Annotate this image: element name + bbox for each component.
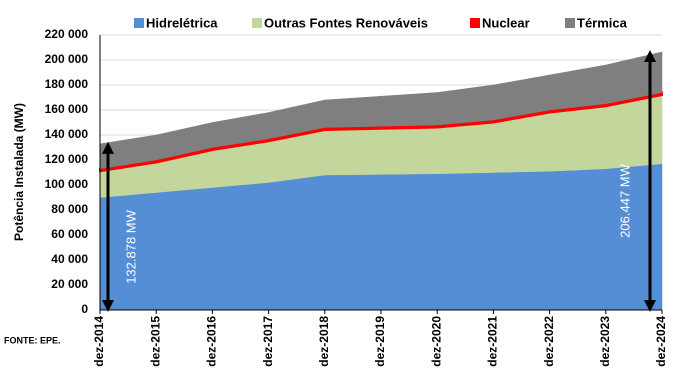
x-tick-label: dez-2024 [654, 316, 668, 367]
y-axis-label: Potência Instalada (MW) [12, 103, 26, 241]
source-note: FONTE: EPE. [4, 335, 61, 345]
x-tick-label: dez-2014 [92, 316, 106, 367]
legend-label: Hidrelétrica [146, 15, 218, 30]
x-tick-label: dez-2019 [373, 316, 387, 367]
x-tick-label: dez-2016 [205, 316, 219, 367]
x-tick-label: dez-2023 [598, 316, 612, 367]
y-tick-label: 0 [81, 302, 88, 316]
legend-label: Térmica [577, 15, 628, 30]
y-tick-label: 40 000 [51, 252, 88, 266]
y-tick-label: 160 000 [45, 102, 89, 116]
x-tick-label: dez-2020 [429, 316, 443, 367]
legend-swatch [252, 18, 262, 28]
legend-swatch [470, 18, 480, 28]
legend-label: Nuclear [482, 15, 530, 30]
legend-label: Outras Fontes Renováveis [264, 15, 428, 30]
x-tick-label: dez-2017 [261, 316, 275, 367]
y-tick-label: 60 000 [51, 227, 88, 241]
y-tick-label: 100 000 [45, 177, 89, 191]
legend-swatch [565, 18, 575, 28]
y-tick-label: 140 000 [45, 127, 89, 141]
y-tick-label: 120 000 [45, 152, 89, 166]
x-tick-label: dez-2022 [542, 316, 556, 367]
y-tick-label: 220 000 [45, 27, 89, 41]
x-tick-label: dez-2018 [317, 316, 331, 367]
annotation: 132.878 MW [123, 209, 138, 283]
x-tick-label: dez-2015 [148, 316, 162, 367]
x-tick-label: dez-2021 [486, 316, 500, 367]
y-tick-label: 200 000 [45, 52, 89, 66]
annotation: 206.447 MW [617, 163, 632, 237]
legend-swatch [134, 18, 144, 28]
y-tick-label: 180 000 [45, 77, 89, 91]
y-tick-label: 20 000 [51, 277, 88, 291]
y-tick-label: 80 000 [51, 202, 88, 216]
area [99, 51, 663, 170]
